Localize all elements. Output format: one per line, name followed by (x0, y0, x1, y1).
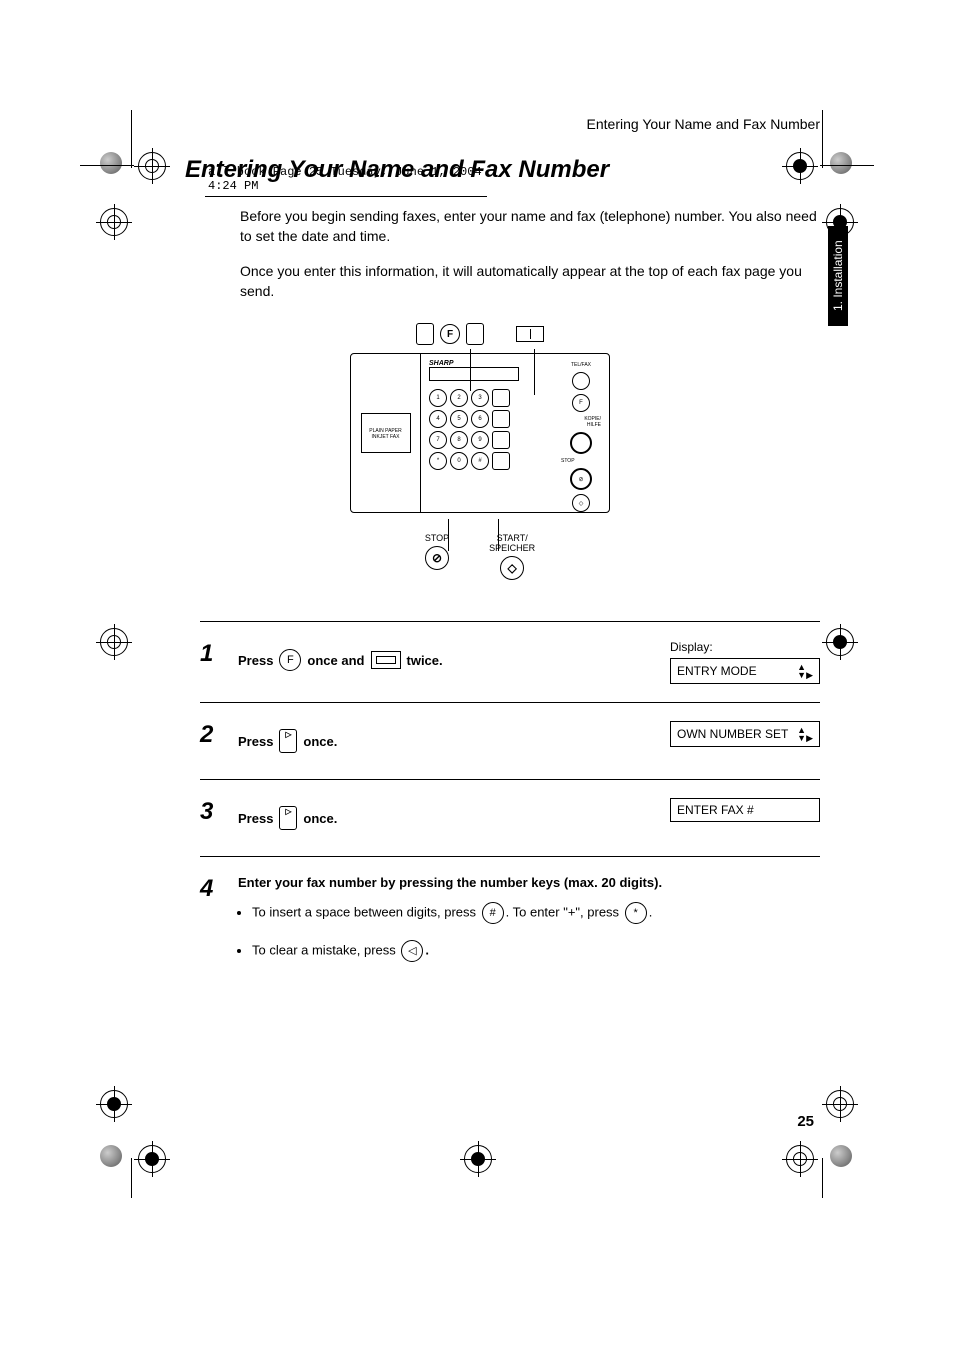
step-text: once. (303, 811, 337, 826)
reg-mark (100, 1090, 128, 1118)
display-text: OWN NUMBER SET (677, 727, 788, 741)
step-number: 4 (200, 875, 224, 903)
step-text: Enter your fax number by pressing the nu… (238, 875, 662, 890)
step-text: Press (238, 811, 273, 826)
running-head: Entering Your Name and Fax Number (130, 116, 830, 132)
device-outline: PLAIN PAPER INKJET FAX SHARP 1 2 3 4 5 6… (350, 353, 610, 513)
keypad-key: 3 (471, 389, 489, 407)
intro-paragraph-1: Before you begin sending faxes, enter yo… (240, 206, 820, 247)
tel-fax-label: TEL/FAX (561, 362, 601, 368)
reg-mark (100, 628, 128, 656)
fax-device-figure: F PLAIN PAPER INKJET FAX SHARP 1 2 3 4 5 (330, 323, 630, 593)
keypad-key: 6 (471, 410, 489, 428)
step-3: 3 Press ▷ once. ENTER FAX # (200, 780, 820, 857)
paper-tray-label: PLAIN PAPER INKJET FAX (361, 413, 411, 453)
step-number: 3 (200, 798, 224, 826)
f-key-icon: F (440, 324, 460, 344)
copy-key (570, 432, 592, 454)
crop-mark (830, 1145, 852, 1167)
copy-help-label: KOPIE/ HILFE (561, 416, 601, 428)
page-number: 25 (797, 1113, 814, 1130)
star-key-icon: * (625, 902, 647, 924)
crop-line (822, 1158, 823, 1198)
step-bullet: To insert a space between digits, press … (252, 902, 820, 924)
step-text: Press (238, 734, 273, 749)
f-key-icon: F (279, 649, 301, 671)
chapter-side-tab: 1. Installation (828, 226, 848, 326)
stop-key-icon: ⊘ (425, 546, 449, 570)
stop-label-small: STOP (561, 458, 601, 464)
display-readout: ENTER FAX # (670, 798, 820, 822)
display-text: ENTRY MODE (677, 664, 757, 678)
right-arrow-key-icon: ▷ (279, 806, 297, 830)
display-readout: OWN NUMBER SET ▲▼▶ (670, 721, 820, 747)
stop-callout-label: STOP (425, 533, 449, 543)
step-number: 1 (200, 640, 224, 668)
start-key: ◇ (572, 494, 590, 512)
rect-key-icon (516, 326, 544, 342)
stop-key: ⊘ (570, 468, 592, 490)
nav-key-icon (466, 323, 484, 345)
keypad-key (492, 410, 510, 428)
keypad-key: * (429, 452, 447, 470)
reg-mark (464, 1145, 492, 1173)
step-bullet: To clear a mistake, press ◁. (252, 940, 820, 962)
start-callout-label: START/ SPEICHER (489, 533, 535, 553)
keypad-key: 9 (471, 431, 489, 449)
crop-line (80, 165, 134, 166)
step-4: 4 Enter your fax number by pressing the … (200, 857, 820, 996)
reg-mark (826, 1090, 854, 1118)
ctrl-key: F (572, 394, 590, 412)
keypad-key (492, 452, 510, 470)
step-text: twice. (407, 653, 443, 668)
page-content: all.book Page 25 Tuesday, June 1, 2004 4… (130, 110, 830, 1130)
keypad-key: # (471, 452, 489, 470)
bullet-text: . (425, 943, 429, 958)
hash-key-icon: # (482, 902, 504, 924)
step-2: 2 Press ▷ once. OWN NUMBER SET ▲▼▶ (200, 703, 820, 780)
reg-mark (138, 1145, 166, 1173)
lcd-screen-icon (429, 367, 519, 381)
nav-key-icon (416, 323, 434, 345)
keypad-key: 5 (450, 410, 468, 428)
intro-paragraph-2: Once you enter this information, it will… (240, 261, 820, 302)
reg-mark (826, 628, 854, 656)
display-label: Display: (670, 640, 820, 654)
display-text: ENTER FAX # (677, 803, 754, 817)
step-text: once and (307, 653, 364, 668)
step-number: 2 (200, 721, 224, 749)
pdf-header-line: all.book Page 25 Tuesday, June 1, 2004 4… (205, 165, 487, 197)
step-text: Press (238, 653, 273, 668)
menu-key-icon (371, 651, 401, 669)
crop-line (131, 1158, 132, 1198)
bullet-text: To clear a mistake, press (252, 943, 396, 958)
crop-mark (100, 152, 122, 174)
bullet-text: . (649, 905, 653, 920)
step-1: 1 Press F once and twice. Display: ENTRY… (200, 622, 820, 703)
start-key-icon: ◇ (500, 556, 524, 580)
reg-mark (786, 1145, 814, 1173)
bullet-text: To insert a space between digits, press (252, 905, 476, 920)
keypad-key (492, 431, 510, 449)
steps-list: 1 Press F once and twice. Display: ENTRY… (200, 621, 820, 996)
crop-mark (830, 152, 852, 174)
keypad-key: 7 (429, 431, 447, 449)
updown-arrow-icon: ▲▼▶ (797, 726, 813, 742)
updown-arrow-icon: ▲▼▶ (797, 663, 813, 679)
keypad-key: 8 (450, 431, 468, 449)
keypad-key: 0 (450, 452, 468, 470)
right-arrow-key-icon: ▷ (279, 729, 297, 753)
keypad-key: 1 (429, 389, 447, 407)
step-text: once. (303, 734, 337, 749)
clear-key-icon: ◁ (401, 940, 423, 962)
ctrl-key (572, 372, 590, 390)
keypad-key: 2 (450, 389, 468, 407)
display-readout: ENTRY MODE ▲▼▶ (670, 658, 820, 684)
reg-mark (100, 208, 128, 236)
keypad-key (492, 389, 510, 407)
bullet-text: . To enter "+", press (506, 905, 619, 920)
keypad-key: 4 (429, 410, 447, 428)
crop-mark (100, 1145, 122, 1167)
